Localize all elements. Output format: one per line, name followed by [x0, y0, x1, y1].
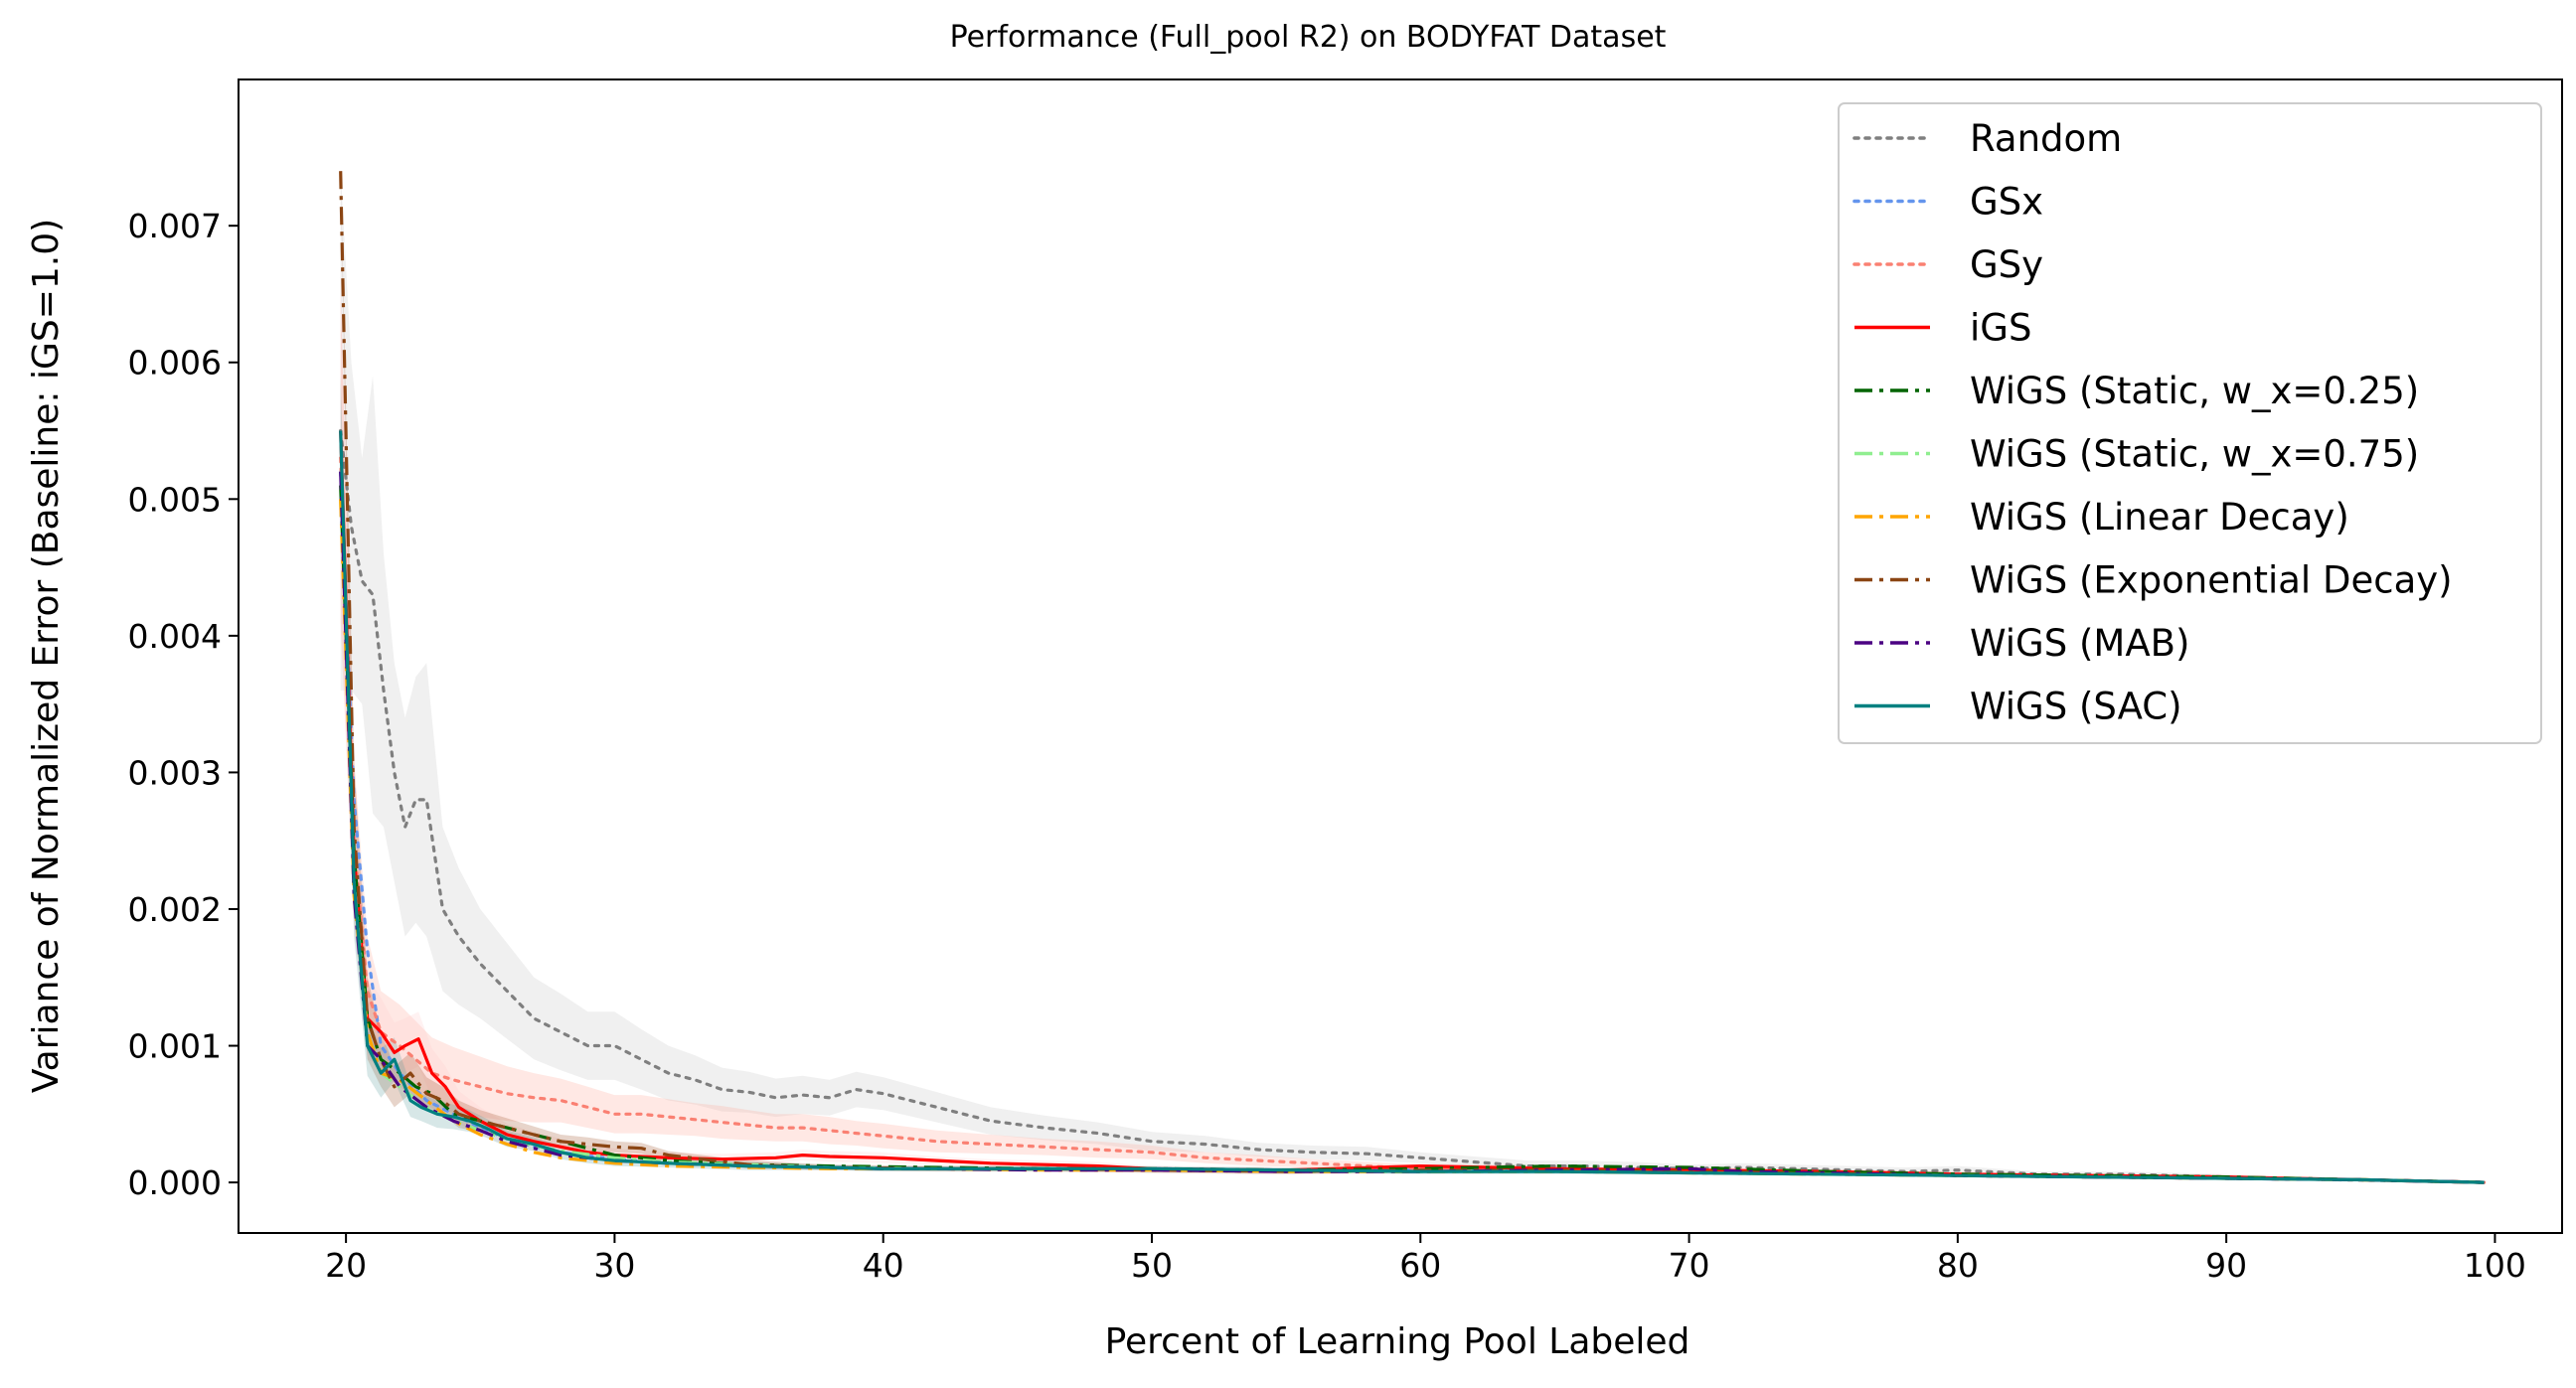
legend-label-wigs-mab: WiGS (MAB)	[1970, 622, 2189, 665]
x-tick-label: 60	[1399, 1246, 1441, 1285]
x-tick-label: 100	[2464, 1246, 2526, 1285]
series-line-wigs-sac	[339, 430, 2485, 1184]
legend: Random GSx GSy iGS WiGS (Static, w_x=0.25) Wi…	[1838, 102, 2542, 744]
y-tick-label: 0.000	[128, 1163, 222, 1202]
legend-label-wigs-linear-decay: WiGS (Linear Decay)	[1970, 496, 2349, 539]
y-tick-label: 0.003	[128, 753, 222, 792]
series-lines	[339, 171, 2487, 1184]
legend-label-gsx: GSx	[1970, 181, 2043, 224]
x-axis: 20 30 40 50 60 70 80 90 100	[325, 1233, 2526, 1285]
chart-title: Performance (Full_pool R2) on BODYFAT Da…	[950, 20, 1667, 55]
plot-frame	[238, 78, 2563, 1234]
y-axis: 0.000 0.001 0.002 0.003 0.004 0.005 0.006 0.007	[128, 207, 239, 1202]
legend-label-random: Random	[1970, 117, 2122, 160]
legend-label-wigs-static-w-x-0-25: WiGS (Static, w_x=0.25)	[1970, 370, 2419, 412]
band-gsy	[340, 294, 2485, 1183]
x-tick-label: 70	[1669, 1246, 1710, 1285]
x-tick-label: 30	[593, 1246, 635, 1285]
legend-label-wigs-sac: WiGS (SAC)	[1970, 686, 2182, 728]
y-tick-label: 0.006	[128, 344, 222, 383]
legend-label-gsy: GSy	[1970, 243, 2043, 286]
x-tick-label: 90	[2205, 1246, 2247, 1285]
y-tick-label: 0.005	[128, 480, 222, 519]
x-axis-label: Percent of Learning Pool Labeled	[1105, 1321, 1690, 1362]
y-tick-label: 0.002	[128, 890, 222, 929]
y-axis-label: Variance of Normalized Error (Baseline: …	[26, 219, 67, 1093]
confidence-bands	[340, 171, 2485, 1183]
legend-label-igs: iGS	[1970, 307, 2031, 350]
legend-label-wigs-static-w-x-0-75: WiGS (Static, w_x=0.75)	[1970, 433, 2419, 476]
series-line-wigs-exponential-decay	[339, 171, 2485, 1184]
legend-label-wigs-exponential-decay: WiGS (Exponential Decay)	[1970, 559, 2453, 602]
legend-frame	[1838, 102, 2542, 744]
x-tick-label: 50	[1131, 1246, 1173, 1285]
x-tick-label: 20	[325, 1246, 367, 1285]
x-tick-label: 40	[863, 1246, 904, 1285]
y-tick-label: 0.007	[128, 207, 222, 245]
y-tick-label: 0.001	[128, 1027, 222, 1066]
x-tick-label: 80	[1937, 1246, 1979, 1285]
y-tick-label: 0.004	[128, 617, 222, 656]
series-line-random	[339, 428, 2487, 1184]
